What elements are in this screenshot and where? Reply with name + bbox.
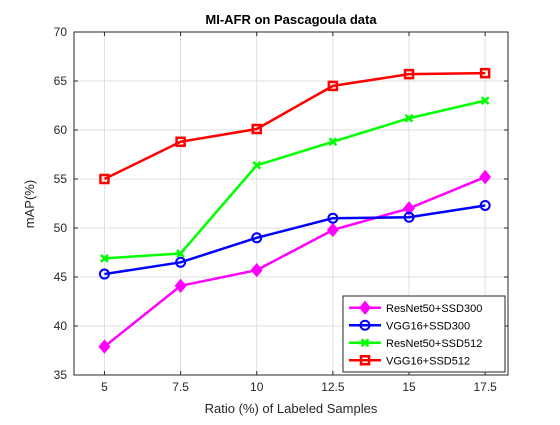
series-resnet50-ssd512 bbox=[100, 96, 490, 263]
x-tick-label: 7.5 bbox=[172, 380, 189, 394]
data-point-x bbox=[252, 160, 262, 170]
legend-label: ResNet50+SSD512 bbox=[386, 338, 482, 350]
data-point-square bbox=[479, 67, 491, 79]
data-point-square bbox=[403, 68, 415, 80]
data-point-x bbox=[360, 338, 370, 348]
data-point-x bbox=[404, 113, 414, 123]
data-point-x-stroke bbox=[404, 113, 414, 123]
data-point-x bbox=[328, 137, 338, 147]
data-point-square bbox=[251, 123, 262, 135]
legend-label: VGG16+SSD512 bbox=[386, 355, 470, 367]
series-resnet50-ssd300 bbox=[98, 169, 492, 354]
x-tick-label: 10 bbox=[250, 380, 264, 394]
data-point-x-stroke bbox=[360, 338, 370, 348]
data-point-diamond bbox=[174, 278, 187, 293]
x-tick-label: 15 bbox=[402, 380, 416, 394]
legend-label: VGG16+SSD300 bbox=[386, 320, 470, 332]
series-line bbox=[104, 99, 486, 260]
y-tick-label: 40 bbox=[54, 319, 68, 333]
plot-area-frame bbox=[73, 31, 509, 376]
data-point-x-stroke bbox=[252, 160, 262, 170]
chart-title: MI-AFR on Pascagoula data bbox=[205, 12, 377, 27]
data-point-diamond bbox=[98, 339, 111, 354]
y-tick-label: 55 bbox=[54, 172, 68, 186]
data-point-x-stroke bbox=[100, 253, 109, 263]
x-tick-label: 12.5 bbox=[321, 380, 345, 394]
data-point-x bbox=[100, 253, 109, 263]
data-point-x bbox=[480, 96, 490, 105]
legend-entry: VGG16+SSD512 bbox=[349, 355, 470, 367]
data-point-circle bbox=[327, 212, 339, 224]
data-point-diamond bbox=[359, 300, 371, 315]
legend: ResNet50+SSD300 VGG16+SSD300 ResNet50+SSD5… bbox=[342, 295, 506, 373]
data-point-square bbox=[175, 136, 186, 148]
data-point-x-stroke bbox=[480, 96, 490, 105]
data-point-x-stroke bbox=[328, 137, 338, 147]
data-point-circle bbox=[98, 268, 110, 280]
data-point-diamond bbox=[403, 201, 415, 216]
legend-label: ResNet50+SSD300 bbox=[386, 303, 482, 315]
x-tick-label: 5 bbox=[101, 380, 108, 394]
x-axis-label: Ratio (%) of Labeled Samples bbox=[205, 401, 378, 416]
y-tick-label: 70 bbox=[54, 25, 68, 39]
series-vgg16-ssd300 bbox=[98, 199, 491, 280]
data-point-diamond bbox=[250, 262, 263, 278]
data-point-circle bbox=[403, 211, 415, 223]
series-line bbox=[104, 204, 486, 276]
series-line bbox=[103, 71, 486, 181]
data-point-square bbox=[327, 80, 339, 92]
y-tick-label: 60 bbox=[54, 123, 68, 137]
series-line bbox=[103, 175, 486, 348]
y-tick-label: 45 bbox=[54, 270, 68, 284]
data-point-circle bbox=[251, 232, 263, 244]
legend-entry: VGG16+SSD300 bbox=[349, 319, 470, 332]
data-point-diamond bbox=[479, 169, 492, 185]
series-group bbox=[98, 67, 492, 354]
axis-ticks: 5 7.5 10 12.5 15 17.5 35 40 45 50 55 60 65 70 bbox=[54, 25, 508, 394]
data-point-x bbox=[176, 249, 185, 258]
y-tick-label: 35 bbox=[54, 368, 68, 382]
series-vgg16-ssd512 bbox=[99, 67, 491, 185]
data-point-circle bbox=[175, 256, 187, 268]
data-point-square bbox=[99, 173, 110, 185]
legend-entry: ResNet50+SSD512 bbox=[349, 338, 482, 350]
x-tick-label: 17.5 bbox=[473, 380, 497, 394]
y-axis-label: mAP(%) bbox=[22, 180, 37, 228]
legend-entry: ResNet50+SSD300 bbox=[349, 300, 482, 315]
y-tick-label: 50 bbox=[54, 221, 68, 235]
data-point-diamond bbox=[326, 222, 339, 238]
data-point-circle bbox=[479, 199, 491, 211]
data-point-square bbox=[359, 355, 371, 366]
data-point-x-stroke bbox=[176, 249, 185, 258]
y-tick-label: 65 bbox=[54, 74, 68, 88]
data-point-circle bbox=[359, 319, 371, 331]
